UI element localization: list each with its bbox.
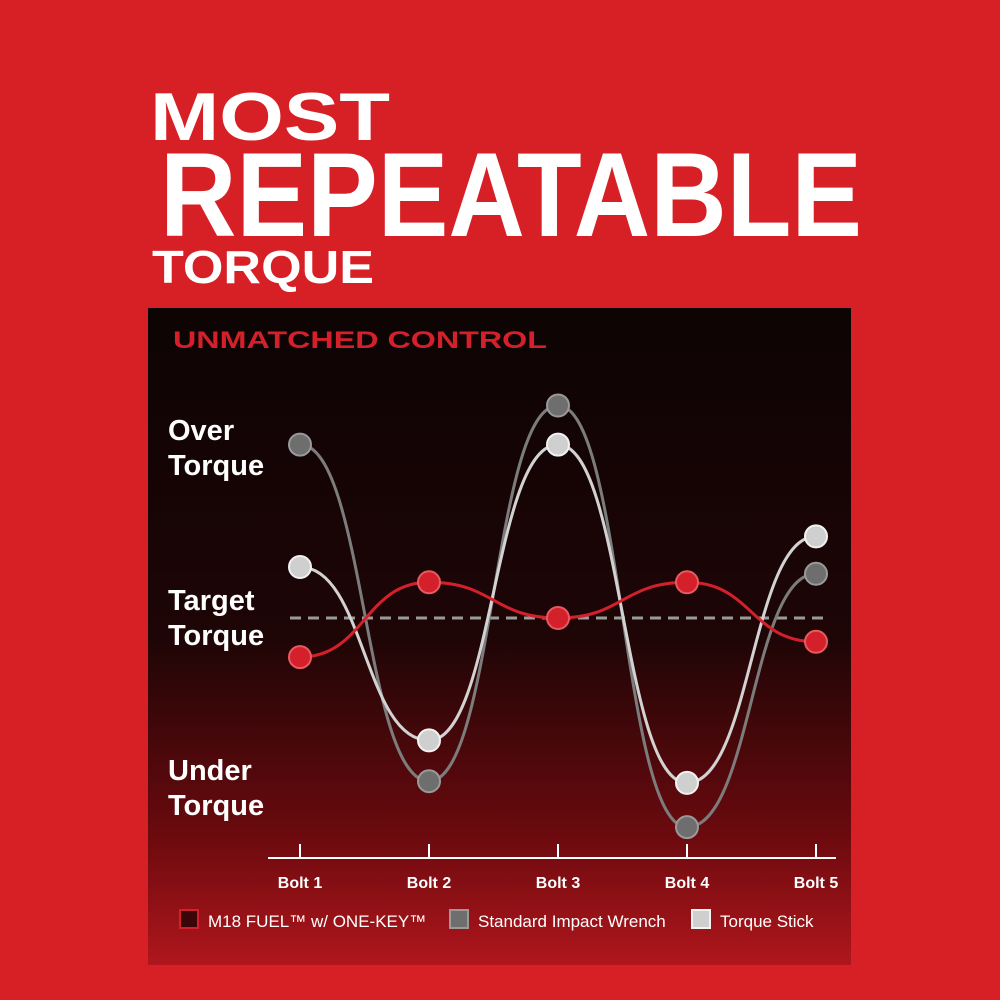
- x-tick-label: Bolt 2: [407, 875, 452, 892]
- title-line: MOST: [150, 79, 390, 155]
- y-tick-label: Over Torque: [168, 415, 264, 482]
- legend-label: M18 FUEL™ w/ ONE-KEY™: [208, 912, 426, 931]
- chart-subtitle: UNMATCHED CONTROL: [173, 327, 547, 354]
- x-tick-label: Bolt 3: [536, 875, 581, 892]
- data-point: [546, 393, 570, 418]
- y-tick-label-line: Torque: [168, 790, 264, 822]
- legend-label: Torque Stick: [720, 912, 814, 931]
- y-tick-label-line: Torque: [168, 620, 264, 652]
- title-line: REPEATABLE: [160, 128, 862, 262]
- data-point: [546, 432, 570, 457]
- y-tick-label: Target Torque: [168, 585, 264, 652]
- data-point: [675, 570, 699, 595]
- data-point: [675, 770, 699, 795]
- data-point: [288, 432, 312, 457]
- data-point: [288, 645, 312, 670]
- legend-label: Standard Impact Wrench: [478, 912, 666, 931]
- y-tick-label-line: Torque: [168, 450, 264, 482]
- x-tick-label: Bolt 4: [665, 875, 710, 892]
- legend-swatch: [691, 909, 711, 929]
- chart-panel: [148, 308, 851, 965]
- data-point: [675, 815, 699, 840]
- y-tick-label: Under Torque: [168, 755, 264, 822]
- data-point: [288, 555, 312, 579]
- data-point: [417, 728, 441, 753]
- data-point: [804, 524, 828, 549]
- data-point: [804, 561, 828, 586]
- y-tick-label-line: Over: [168, 415, 234, 447]
- legend-swatch: [179, 909, 199, 929]
- data-point: [546, 606, 570, 630]
- y-tick-label-line: Under: [168, 755, 252, 787]
- data-point: [417, 570, 441, 595]
- x-tick-label: Bolt 1: [278, 875, 323, 892]
- x-tick-label: Bolt 5: [794, 875, 839, 892]
- data-point: [417, 769, 441, 794]
- data-point: [804, 629, 828, 654]
- y-tick-label-line: Target: [168, 585, 255, 617]
- title-line: TORQUE: [152, 241, 374, 293]
- legend-swatch: [449, 909, 469, 929]
